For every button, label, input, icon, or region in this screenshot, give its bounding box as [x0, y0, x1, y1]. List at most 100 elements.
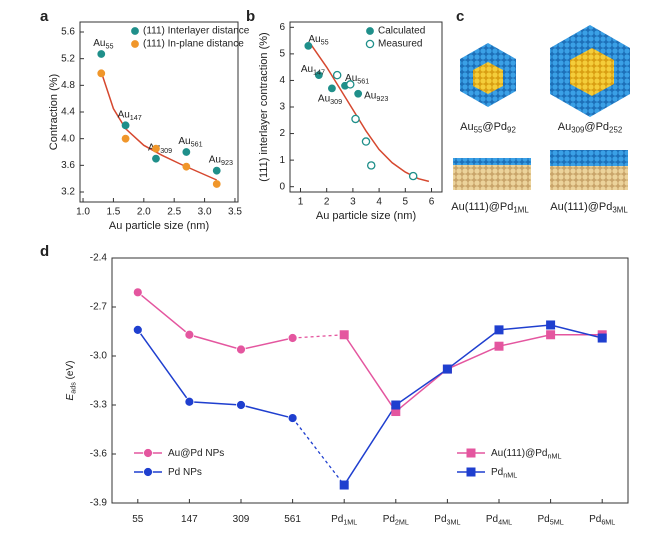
text-part: Au [308, 34, 320, 45]
y-tick-label: 3 [279, 102, 285, 113]
illustration-label: Au309@Pd252 [558, 121, 623, 135]
y-tick-label: 3.2 [61, 187, 75, 198]
x-tick-label: Pd3ML [434, 514, 460, 527]
point [236, 344, 246, 355]
text-part: Au@Pd NPs [168, 448, 224, 459]
panel-letter: a [40, 8, 49, 25]
point [184, 329, 195, 340]
x-tick-label: Pd6ML [589, 514, 615, 527]
text-part: Au [209, 154, 221, 165]
point [132, 324, 143, 335]
point [182, 162, 191, 171]
y-axis-label: (111) interlayer contraction (%) [258, 32, 270, 181]
y-tick-label: 3.6 [61, 160, 75, 171]
point [339, 480, 349, 490]
legend-marker [466, 467, 476, 477]
point-label: Au147 [118, 109, 142, 122]
point [597, 333, 607, 343]
panel-letter: d [40, 243, 49, 260]
y-tick-label: 5.2 [61, 53, 75, 64]
text-part: Au [558, 121, 571, 133]
y-axis-label: Eads (eV) [65, 361, 78, 401]
subscript: 3ML [447, 517, 461, 526]
x-axis-label: Au particle size (nm) [109, 220, 209, 232]
y-tick-label: 4.8 [61, 80, 75, 91]
point [121, 121, 130, 130]
point [351, 114, 360, 124]
legend-marker [143, 467, 153, 477]
x-tick-label: 2.5 [167, 207, 181, 218]
y-tick-label: 0 [279, 181, 285, 192]
legend-marker [131, 40, 139, 48]
y-tick-label: 4.0 [61, 133, 75, 144]
y-axis-label: Contraction (%) [48, 74, 60, 150]
x-axis-label: Au particle size (nm) [316, 210, 416, 222]
slab-pd [550, 150, 628, 166]
point-label: Au923 [209, 154, 233, 167]
subscript: 1ML [343, 517, 357, 526]
text-part: Au [345, 72, 357, 83]
subscript: 147 [130, 113, 142, 122]
y-tick-label: -3.3 [90, 400, 108, 411]
y-tick-label: 4 [279, 75, 285, 86]
subscript: 92 [507, 126, 516, 135]
point [366, 161, 376, 170]
text-part: 561 [284, 514, 301, 525]
slab-au [550, 166, 628, 190]
panel-letter: c [456, 8, 464, 25]
x-tick-label: 1.5 [106, 207, 120, 218]
text-part: (eV) [65, 361, 76, 383]
y-tick-label: -2.4 [90, 253, 108, 264]
legend-label: PdnML [491, 467, 517, 480]
point [97, 69, 106, 78]
text-part: Pd NPs [168, 467, 202, 478]
legend-label: Measured [378, 39, 422, 50]
illustrations [453, 25, 630, 190]
text-part: E [65, 393, 76, 400]
subscript: 6ML [601, 517, 615, 526]
point [339, 330, 349, 340]
point-label: Au561 [178, 136, 202, 149]
text-part: Au [301, 64, 313, 75]
text-part: Pd [434, 514, 446, 525]
subscript: 2ML [395, 517, 409, 526]
point [152, 154, 160, 163]
subscript: 309 [330, 97, 342, 106]
illustration-label: Au55@Pd92 [460, 121, 516, 135]
legend-marker [366, 27, 374, 35]
point [304, 42, 313, 50]
x-tick-label: Pd4ML [486, 514, 512, 527]
text-part: Pd [537, 514, 549, 525]
subscript: 55 [321, 37, 329, 46]
point [287, 413, 298, 423]
fit-curve [310, 44, 430, 183]
point [212, 166, 221, 175]
x-tick-label: Pd1ML [331, 514, 357, 527]
particle-core [473, 62, 503, 94]
y-tick-label: 5 [279, 49, 285, 60]
text-part: Au [118, 109, 130, 120]
y-tick-label: -3.9 [90, 498, 108, 509]
subscript: 309 [160, 146, 172, 155]
legend-marker [131, 27, 139, 35]
text-part: Au [178, 136, 190, 147]
x-tick-label: 2 [324, 197, 330, 208]
point [236, 400, 246, 410]
y-tick-label: -2.7 [90, 302, 108, 313]
legend-label: Au(111)@PdnML [491, 448, 561, 461]
point [132, 287, 143, 298]
subscript: ads [68, 382, 77, 394]
legend-label: (111) In-plane distance [143, 39, 244, 50]
y-tick-label: -3.0 [90, 351, 108, 362]
x-tick-label: Pd2ML [383, 514, 409, 527]
fit-curve [100, 71, 218, 181]
subscript: 1ML [513, 206, 529, 215]
point-label: Au55 [308, 34, 328, 47]
text-part: Au [93, 38, 105, 49]
legend-label: (111) Interlayer distance [143, 26, 250, 37]
point-label: Au923 [364, 90, 388, 103]
dashed-link [292, 334, 345, 339]
point [184, 396, 195, 407]
point [391, 407, 401, 417]
point [546, 330, 556, 340]
